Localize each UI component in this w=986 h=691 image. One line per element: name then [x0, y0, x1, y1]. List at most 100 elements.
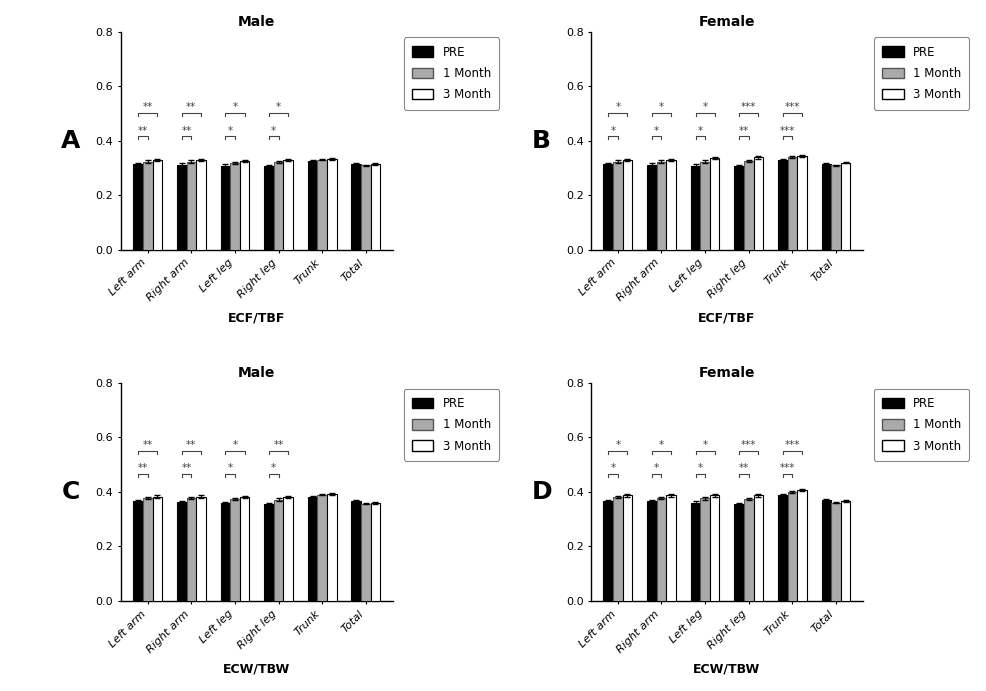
Bar — [327, 494, 336, 601]
Bar — [264, 166, 274, 249]
Bar — [778, 160, 788, 249]
Text: **: ** — [138, 464, 148, 473]
Text: ***: *** — [741, 440, 756, 451]
Text: *: * — [276, 102, 281, 113]
Bar — [753, 158, 763, 249]
Text: *: * — [610, 126, 615, 135]
Text: *: * — [615, 102, 620, 113]
Bar — [308, 497, 317, 601]
Bar — [743, 499, 753, 601]
Title: Male: Male — [238, 15, 275, 29]
Text: ***: *** — [780, 464, 796, 473]
X-axis label: ECF/TBF: ECF/TBF — [228, 312, 285, 325]
Bar — [613, 162, 623, 249]
Bar — [351, 500, 361, 601]
Text: *: * — [659, 102, 664, 113]
Text: *: * — [703, 440, 708, 451]
Bar — [240, 161, 249, 249]
X-axis label: ECF/TBF: ECF/TBF — [698, 312, 755, 325]
Bar — [700, 498, 710, 601]
Text: ***: *** — [741, 102, 756, 113]
Bar — [841, 162, 850, 249]
Bar — [623, 160, 632, 249]
Bar — [710, 158, 720, 249]
Text: C: C — [61, 480, 80, 504]
Bar — [691, 166, 700, 249]
Text: **: ** — [138, 126, 148, 135]
Bar — [196, 497, 206, 601]
Text: **: ** — [181, 464, 191, 473]
Text: *: * — [654, 464, 660, 473]
Text: *: * — [271, 464, 276, 473]
Bar — [657, 498, 667, 601]
Bar — [221, 503, 230, 601]
Bar — [133, 164, 143, 249]
Bar — [176, 164, 186, 249]
Bar — [657, 162, 667, 249]
Bar — [623, 495, 632, 601]
Text: A: A — [61, 129, 81, 153]
Text: **: ** — [273, 440, 284, 451]
Text: *: * — [610, 464, 615, 473]
Bar — [327, 159, 336, 249]
Bar — [831, 502, 841, 601]
Text: **: ** — [143, 102, 153, 113]
Bar — [274, 162, 283, 249]
Bar — [143, 162, 153, 249]
Bar — [613, 497, 623, 601]
Bar — [221, 166, 230, 249]
Bar — [240, 497, 249, 601]
Bar — [700, 162, 710, 249]
Bar — [788, 492, 797, 601]
Bar — [667, 160, 675, 249]
Bar — [753, 495, 763, 601]
Legend: PRE, 1 Month, 3 Month: PRE, 1 Month, 3 Month — [874, 389, 969, 461]
Bar — [186, 498, 196, 601]
Bar — [743, 161, 753, 249]
Bar — [317, 160, 327, 249]
Title: Male: Male — [238, 366, 275, 380]
Text: *: * — [698, 464, 703, 473]
Bar — [710, 495, 720, 601]
Text: *: * — [233, 440, 238, 451]
Bar — [788, 157, 797, 249]
Title: Female: Female — [699, 15, 755, 29]
Bar — [735, 504, 743, 601]
Bar — [153, 160, 162, 249]
Bar — [143, 498, 153, 601]
X-axis label: ECW/TBW: ECW/TBW — [693, 663, 760, 676]
Text: D: D — [531, 480, 552, 504]
Bar — [647, 502, 657, 601]
Bar — [647, 164, 657, 249]
Bar — [176, 502, 186, 601]
Text: *: * — [703, 102, 708, 113]
Bar — [821, 500, 831, 601]
Bar — [691, 503, 700, 601]
Bar — [153, 497, 162, 601]
Text: *: * — [271, 126, 276, 135]
Text: *: * — [698, 126, 703, 135]
Text: ***: *** — [780, 126, 796, 135]
Bar — [371, 164, 381, 249]
Bar — [264, 504, 274, 601]
Text: B: B — [531, 129, 550, 153]
Text: *: * — [615, 440, 620, 451]
Bar — [283, 497, 293, 601]
Text: **: ** — [739, 464, 749, 473]
Text: **: ** — [181, 126, 191, 135]
Bar — [283, 160, 293, 249]
Bar — [361, 504, 371, 601]
Bar — [230, 163, 240, 249]
Title: Female: Female — [699, 366, 755, 380]
Bar — [274, 500, 283, 601]
Bar — [778, 495, 788, 601]
Bar — [667, 495, 675, 601]
Bar — [317, 495, 327, 601]
Text: *: * — [228, 126, 233, 135]
Bar — [371, 503, 381, 601]
Bar — [230, 499, 240, 601]
Bar — [308, 161, 317, 249]
Legend: PRE, 1 Month, 3 Month: PRE, 1 Month, 3 Month — [874, 37, 969, 109]
Bar — [831, 165, 841, 249]
Bar — [351, 164, 361, 249]
